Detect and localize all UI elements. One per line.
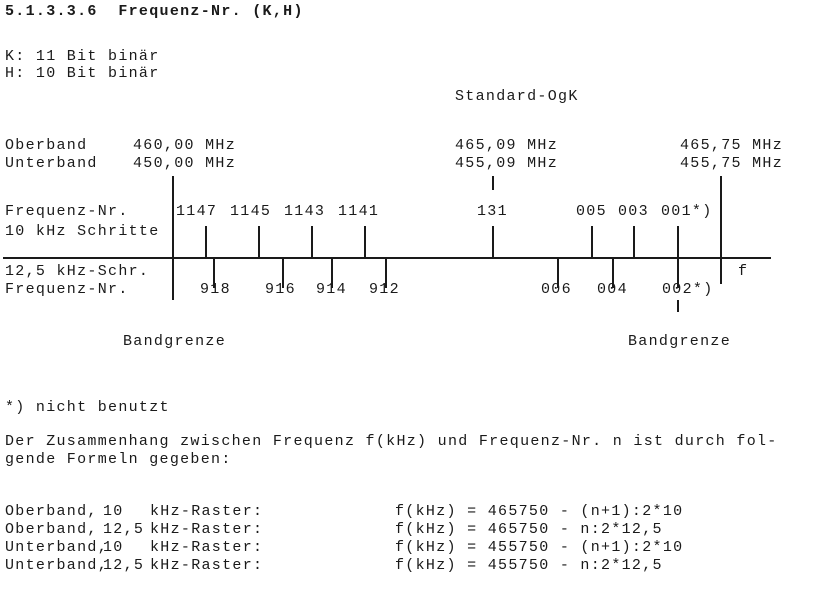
freq-nr-131: 131 xyxy=(477,203,508,220)
band-limit-right: Bandgrenze xyxy=(628,333,732,350)
band-start-line xyxy=(172,176,174,300)
formula-unit: kHz-Raster: xyxy=(150,503,264,520)
h-line: H: 10 Bit binär xyxy=(5,65,160,82)
formula-unit: kHz-Raster: xyxy=(150,557,264,574)
tick-005 xyxy=(591,226,593,258)
freq-nr-914: 914 xyxy=(316,281,347,298)
oberband-label: Oberband xyxy=(5,137,88,154)
row125-label-2: Frequenz-Nr. xyxy=(5,281,129,298)
formula-band: Unterband, xyxy=(5,539,109,556)
unterband-label: Unterband xyxy=(5,155,98,172)
formula-unit: kHz-Raster: xyxy=(150,539,264,556)
tick-131 xyxy=(492,226,494,258)
freq-nr-002: 002*) xyxy=(662,281,714,298)
band-limit-left: Bandgrenze xyxy=(123,333,227,350)
freq-nr-918: 918 xyxy=(200,281,231,298)
tick-916 xyxy=(282,258,284,288)
freq-nr-003: 003 xyxy=(618,203,649,220)
unterband-start: 450,00 MHz xyxy=(133,155,237,172)
formula-expression: f(kHz) = 465750 - n:2*12,5 xyxy=(395,521,663,538)
footnote: *) nicht benutzt xyxy=(5,399,170,416)
tick-912 xyxy=(385,258,387,288)
formula-band: Unterband, xyxy=(5,557,109,574)
oberband-start: 460,00 MHz xyxy=(133,137,237,154)
tick-914 xyxy=(331,258,333,288)
formula-expression: f(kHz) = 465750 - (n+1):2*10 xyxy=(395,503,684,520)
tick-1141 xyxy=(364,226,366,258)
oberband-std: 465,09 MHz xyxy=(455,137,559,154)
oberband-end: 465,75 MHz xyxy=(680,137,784,154)
formula-expression: f(kHz) = 455750 - (n+1):2*10 xyxy=(395,539,684,556)
row10-label-2: 10 kHz Schritte xyxy=(5,223,160,240)
band-limit-right-marker xyxy=(677,300,679,312)
standard-ogk-label: Standard-OgK xyxy=(455,88,579,105)
frequency-axis xyxy=(3,257,771,259)
freq-nr-1141: 1141 xyxy=(338,203,380,220)
formula-step: 10 xyxy=(103,539,124,556)
paragraph-line-2: gende Formeln gegeben: xyxy=(5,451,232,468)
unterband-end: 455,75 MHz xyxy=(680,155,784,172)
formula-step: 10 xyxy=(103,503,124,520)
tick-003 xyxy=(633,226,635,258)
formula-step: 12,5 xyxy=(103,557,145,574)
std-ogk-marker xyxy=(492,176,494,190)
tick-002 xyxy=(677,258,679,288)
formula-band: Oberband, xyxy=(5,521,98,538)
k-line: K: 11 Bit binär xyxy=(5,48,160,65)
freq-nr-006: 006 xyxy=(541,281,572,298)
row10-label-1: Frequenz-Nr. xyxy=(5,203,129,220)
formula-unit: kHz-Raster: xyxy=(150,521,264,538)
tick-006 xyxy=(557,258,559,288)
section-title: 5.1.3.3.6 Frequenz-Nr. (K,H) xyxy=(5,3,304,20)
freq-nr-1145: 1145 xyxy=(230,203,272,220)
row125-label-1: 12,5 kHz-Schr. xyxy=(5,263,150,280)
formula-step: 12,5 xyxy=(103,521,145,538)
freq-nr-005: 005 xyxy=(576,203,607,220)
freq-nr-916: 916 xyxy=(265,281,296,298)
tick-918 xyxy=(213,258,215,288)
formula-expression: f(kHz) = 455750 - n:2*12,5 xyxy=(395,557,663,574)
tick-1143 xyxy=(311,226,313,258)
freq-nr-912: 912 xyxy=(369,281,400,298)
tick-001 xyxy=(677,226,679,258)
freq-nr-004: 004 xyxy=(597,281,628,298)
freq-nr-001: 001*) xyxy=(661,203,713,220)
tick-004 xyxy=(612,258,614,288)
freq-nr-1147: 1147 xyxy=(176,203,218,220)
paragraph-line-1: Der Zusammenhang zwischen Frequenz f(kHz… xyxy=(5,433,778,450)
band-end-line xyxy=(720,176,722,284)
tick-1145 xyxy=(258,226,260,258)
unterband-std: 455,09 MHz xyxy=(455,155,559,172)
formula-band: Oberband, xyxy=(5,503,98,520)
tick-1147 xyxy=(205,226,207,258)
axis-label-f: f xyxy=(738,263,749,280)
freq-nr-1143: 1143 xyxy=(284,203,326,220)
